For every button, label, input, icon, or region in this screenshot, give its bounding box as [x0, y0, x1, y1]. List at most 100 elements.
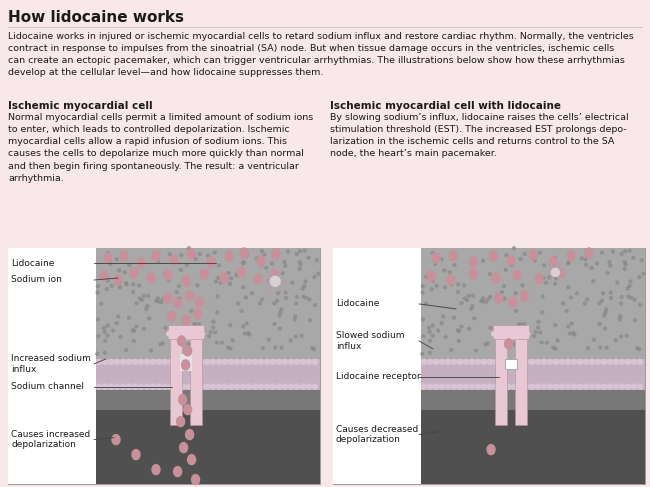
Circle shape [642, 272, 645, 275]
Circle shape [625, 334, 629, 337]
Circle shape [588, 253, 591, 256]
Circle shape [548, 276, 551, 279]
Circle shape [601, 299, 603, 302]
Circle shape [228, 256, 231, 259]
Circle shape [474, 349, 477, 352]
Circle shape [452, 359, 456, 364]
Circle shape [157, 384, 161, 389]
Circle shape [570, 254, 573, 257]
Circle shape [619, 315, 621, 318]
Circle shape [540, 280, 542, 283]
Circle shape [103, 359, 107, 364]
Circle shape [295, 253, 298, 256]
Text: Slowed sodium
influx: Slowed sodium influx [336, 331, 404, 351]
Circle shape [601, 292, 604, 295]
Circle shape [422, 335, 425, 337]
Circle shape [127, 359, 131, 364]
Circle shape [283, 359, 287, 364]
Circle shape [131, 283, 135, 286]
Ellipse shape [491, 329, 530, 339]
Circle shape [313, 276, 316, 279]
Circle shape [560, 359, 564, 364]
Circle shape [552, 271, 555, 274]
Circle shape [295, 296, 298, 299]
Circle shape [619, 359, 625, 364]
Circle shape [519, 258, 522, 261]
Circle shape [502, 285, 506, 288]
Circle shape [184, 335, 187, 338]
Circle shape [283, 384, 287, 389]
Circle shape [442, 315, 445, 318]
Ellipse shape [181, 360, 190, 370]
Circle shape [229, 277, 233, 280]
Circle shape [428, 339, 432, 342]
Bar [96, 248, 320, 359]
Circle shape [216, 384, 222, 389]
Bar [96, 390, 320, 410]
Circle shape [428, 276, 430, 280]
Circle shape [619, 384, 625, 389]
Circle shape [229, 359, 233, 364]
Circle shape [103, 276, 105, 280]
Ellipse shape [487, 445, 495, 454]
Circle shape [283, 261, 286, 263]
Circle shape [189, 292, 192, 295]
Circle shape [636, 347, 639, 350]
Ellipse shape [270, 270, 278, 280]
Circle shape [536, 384, 541, 389]
Circle shape [509, 335, 512, 338]
Ellipse shape [100, 271, 108, 281]
Circle shape [503, 297, 506, 300]
Circle shape [482, 259, 485, 262]
Circle shape [554, 277, 558, 280]
Circle shape [608, 261, 611, 263]
Circle shape [484, 343, 487, 346]
Circle shape [96, 352, 99, 356]
Circle shape [467, 327, 471, 330]
Circle shape [570, 322, 573, 325]
Circle shape [554, 359, 558, 364]
Circle shape [163, 273, 166, 276]
Circle shape [229, 324, 232, 327]
Circle shape [103, 339, 107, 342]
Circle shape [623, 267, 626, 270]
Circle shape [575, 292, 578, 295]
Ellipse shape [507, 255, 515, 265]
Circle shape [590, 384, 595, 389]
Circle shape [542, 277, 545, 280]
Circle shape [276, 299, 278, 302]
Circle shape [252, 359, 257, 364]
Circle shape [127, 384, 131, 389]
Circle shape [124, 271, 126, 274]
Circle shape [586, 347, 590, 350]
Circle shape [246, 332, 250, 335]
Circle shape [274, 346, 277, 349]
Circle shape [307, 384, 311, 389]
Circle shape [289, 384, 294, 389]
Circle shape [273, 302, 276, 305]
Circle shape [504, 268, 507, 271]
Circle shape [515, 309, 517, 312]
Circle shape [547, 384, 552, 389]
Circle shape [211, 359, 216, 364]
Circle shape [577, 359, 582, 364]
Circle shape [178, 329, 181, 332]
Circle shape [96, 318, 99, 321]
Circle shape [114, 359, 120, 364]
Circle shape [107, 279, 109, 282]
Circle shape [551, 268, 560, 277]
Circle shape [198, 329, 201, 332]
Circle shape [131, 290, 135, 294]
Circle shape [443, 286, 447, 289]
Circle shape [480, 300, 483, 302]
Circle shape [469, 384, 474, 389]
Circle shape [298, 261, 301, 263]
Circle shape [625, 384, 630, 389]
Ellipse shape [164, 270, 172, 280]
Circle shape [107, 251, 109, 255]
Circle shape [444, 336, 447, 338]
Circle shape [180, 254, 183, 257]
Circle shape [512, 359, 517, 364]
Circle shape [133, 359, 138, 364]
Ellipse shape [104, 253, 112, 263]
